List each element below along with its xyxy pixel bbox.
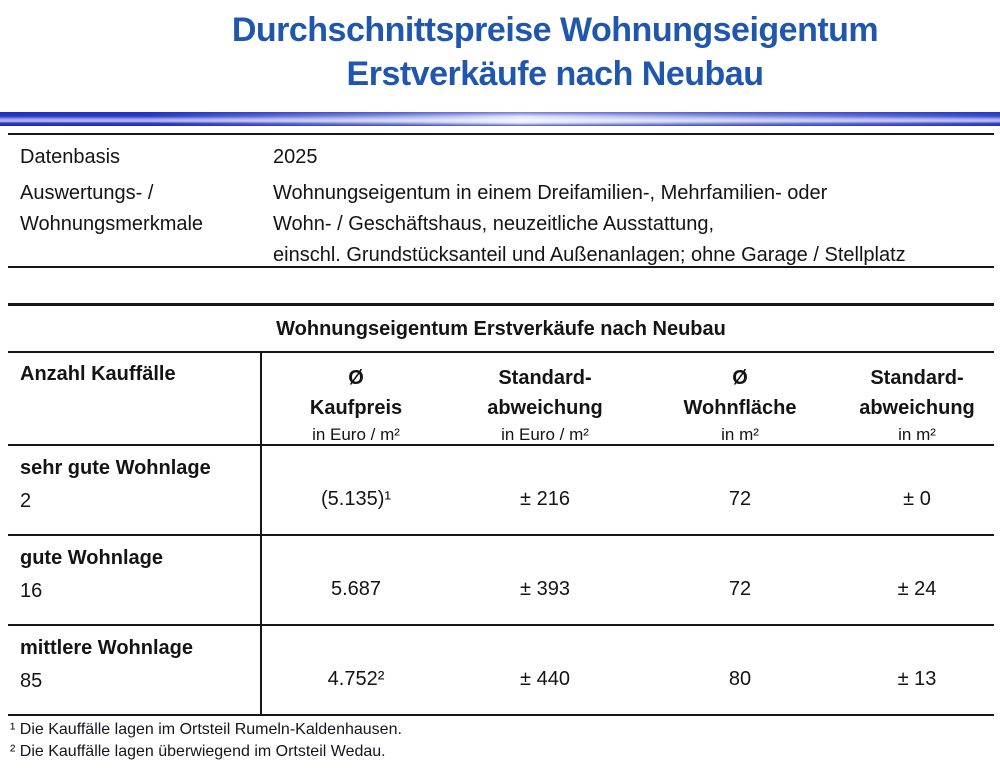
- footnotes: ¹ Die Kauffälle lagen im Ortsteil Rumeln…: [10, 719, 990, 763]
- row-label-cell: sehr gute Wohnlage 2: [8, 446, 262, 534]
- row-label: mittlere Wohnlage: [20, 637, 193, 659]
- cell-kaufpreis: (5.135)¹: [320, 488, 392, 510]
- data-table: Wohnungseigentum Erstverkäufe nach Neuba…: [8, 303, 994, 716]
- table-row-sehr-gute-wohnlage: sehr gute Wohnlage 2 (5.135)¹ ± 216 72 ±…: [8, 446, 994, 536]
- metadata-label-column: Datenbasis Auswertungs- / Wohnungsmerkma…: [8, 142, 273, 271]
- header-stdabw-flaeche-line2: abweichung: [859, 397, 975, 419]
- cell-stdabw-preis: ± 440: [520, 668, 570, 690]
- header-stdabw-preis-line1: Standard-: [498, 367, 592, 389]
- table-row-mittlere-wohnlage: mittlere Wohnlage 85 4.752² ± 440 80 ± 1…: [8, 626, 994, 714]
- cell-stdabw-preis: ± 216: [520, 488, 570, 510]
- header-wohnflaeche: Ø Wohnfläche in m²: [640, 353, 840, 445]
- metadata-label-datenbasis: Datenbasis: [20, 146, 121, 168]
- cell-wohnflaeche: 72: [728, 488, 752, 510]
- header-stdabw-flaeche-line1: Standard-: [870, 367, 964, 389]
- table-title: Wohnungseigentum Erstverkäufe nach Neuba…: [8, 306, 994, 353]
- header-kaufpreis-symbol: Ø: [348, 367, 364, 389]
- table-header-row: Anzahl Kauffälle Ø Kaufpreis in Euro / m…: [8, 353, 994, 446]
- metadata-value-column: 2025 Wohnungseigentum in einem Dreifamil…: [273, 142, 994, 271]
- page-title-line1: Durchschnittspreise Wohnungseigentum: [231, 11, 879, 49]
- header-wohnflaeche-label: Wohnfläche: [683, 397, 797, 419]
- cell-stdabw-flaeche: ± 24: [897, 578, 937, 600]
- row-count: 85: [20, 670, 43, 692]
- metadata-value-merkmale: Wohnungseigentum in einem Dreifamilien-,…: [273, 182, 906, 266]
- header-wohnflaeche-unit: in m²: [721, 425, 759, 444]
- metadata-label-merkmale: Auswertungs- / Wohnungsmerkmale: [20, 182, 204, 235]
- cell-wohnflaeche: 72: [728, 578, 752, 600]
- header-kaufpreis: Ø Kaufpreis in Euro / m²: [262, 353, 450, 445]
- row-label: sehr gute Wohnlage: [20, 457, 211, 479]
- footnote-2: ² Die Kauffälle lagen überwiegend im Ort…: [10, 743, 386, 760]
- cell-wohnflaeche: 80: [728, 668, 752, 690]
- header-stdabw-preis: Standard- abweichung in Euro / m²: [450, 353, 640, 445]
- cell-stdabw-flaeche: ± 13: [897, 668, 937, 690]
- header-kaufpreis-label: Kaufpreis: [309, 397, 403, 419]
- cell-kaufpreis: 4.752²: [327, 668, 385, 690]
- header-wohnflaeche-symbol: Ø: [732, 367, 748, 389]
- row-count: 2: [20, 490, 32, 512]
- row-label-cell: gute Wohnlage 16: [8, 536, 262, 624]
- header-stdabw-preis-unit: in Euro / m²: [501, 425, 589, 444]
- header-kaufpreis-unit: in Euro / m²: [312, 425, 400, 444]
- page-title: Durchschnittspreise Wohnungseigentum Ers…: [110, 8, 1000, 96]
- metadata-table: Datenbasis Auswertungs- / Wohnungsmerkma…: [8, 133, 994, 268]
- header-stdabw-preis-line2: abweichung: [487, 397, 603, 419]
- header-stdabw-flaeche-unit: in m²: [898, 425, 936, 444]
- row-label: gute Wohnlage: [20, 547, 163, 569]
- cell-stdabw-flaeche: ± 0: [903, 488, 931, 510]
- row-label-cell: mittlere Wohnlage 85: [8, 626, 262, 714]
- decorative-divider-bar: [0, 112, 1000, 126]
- page-title-line2: Erstverkäufe nach Neubau: [346, 55, 764, 93]
- cell-stdabw-preis: ± 393: [520, 578, 570, 600]
- header-anzahl-kauffaelle: Anzahl Kauffälle: [8, 353, 262, 445]
- metadata-value-datenbasis: 2025: [273, 146, 318, 168]
- row-count: 16: [20, 580, 43, 602]
- footnote-1: ¹ Die Kauffälle lagen im Ortsteil Rumeln…: [10, 721, 402, 738]
- header-stdabw-flaeche: Standard- abweichung in m²: [840, 353, 994, 445]
- cell-kaufpreis: 5.687: [330, 578, 382, 600]
- table-row-gute-wohnlage: gute Wohnlage 16 5.687 ± 393 72 ± 24: [8, 536, 994, 626]
